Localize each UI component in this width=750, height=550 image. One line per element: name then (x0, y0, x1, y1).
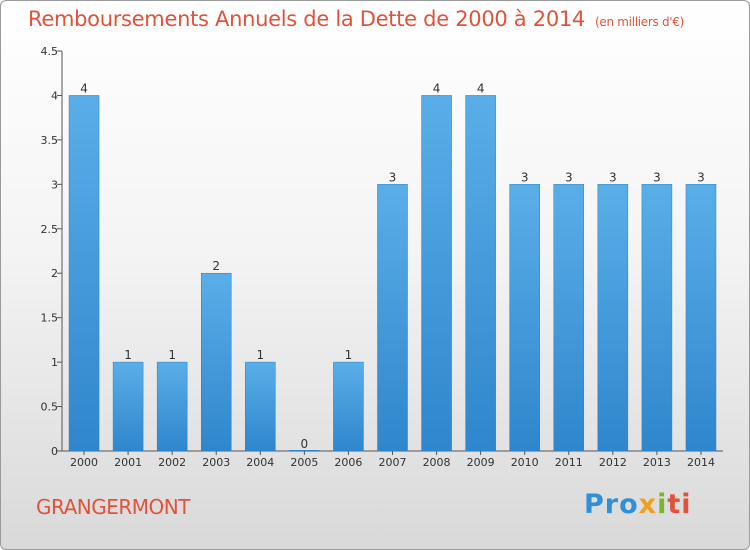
bar-2006 (333, 361, 364, 452)
x-tick-label: 2005 (290, 456, 318, 469)
data-label: 4 (477, 81, 485, 95)
bar-2013 (641, 184, 673, 452)
bar-2008 (421, 95, 452, 452)
chart-title: Remboursements Annuels de la Dette de 20… (28, 7, 684, 31)
y-tick-label: 2.5 (41, 223, 59, 236)
logo-part-1: Pro (584, 489, 639, 520)
bar-2012 (597, 184, 629, 452)
x-tick-label: 2014 (687, 456, 715, 469)
bar-2001 (112, 361, 144, 452)
x-tick-label: 2006 (334, 456, 362, 469)
bar-2004 (245, 361, 276, 452)
logo-part-2: x (638, 489, 658, 520)
data-label: 3 (389, 170, 397, 184)
x-tick-label: 2003 (202, 456, 230, 469)
bar-2002 (156, 361, 188, 452)
x-tick-label: 2001 (114, 456, 142, 469)
commune-name: GRANGERMONT (36, 495, 190, 519)
bar-2009 (465, 95, 496, 452)
x-tick-label: 2002 (158, 456, 186, 469)
y-tick-label: 1.5 (41, 312, 59, 325)
x-tick-label: 2012 (599, 456, 627, 469)
data-label: 4 (433, 81, 441, 95)
y-tick-label: 3 (51, 178, 58, 191)
x-tick-label: 2010 (511, 456, 539, 469)
data-label: 1 (345, 348, 353, 362)
x-tick-label: 2008 (423, 456, 451, 469)
axes: 0 0.5 1 1.5 2 2.5 3 3.5 4 4.5 2000 2001 2002 2003 2004… (41, 45, 723, 469)
bar-2005 (289, 450, 320, 451)
bar-2003 (200, 272, 232, 452)
data-label: 3 (653, 170, 661, 184)
bars: 4 1 1 2 1 0 1 3 4 4 3 3 3 3 3 (68, 81, 717, 452)
x-tick-label: 2004 (246, 456, 274, 469)
y-tick-label: 0 (51, 445, 58, 458)
x-tick-label: 2000 (70, 456, 98, 469)
y-tick-label: 1 (51, 356, 58, 369)
data-label: 1 (124, 348, 132, 362)
data-label: 2 (212, 259, 220, 273)
bar-2007 (377, 184, 408, 452)
x-tick-label: 2007 (379, 456, 407, 469)
bar-2010 (509, 184, 540, 452)
bar-2011 (553, 184, 585, 452)
x-tick-label: 2013 (643, 456, 671, 469)
data-label: 3 (565, 170, 573, 184)
data-label: 0 (301, 437, 309, 451)
y-tick-label: 4.5 (41, 45, 59, 58)
chart-title-text: Remboursements Annuels de la Dette de 20… (28, 7, 585, 31)
data-label: 1 (256, 348, 264, 362)
y-tick-label: 4 (51, 89, 58, 102)
x-tick-label: 2011 (555, 456, 583, 469)
data-label: 3 (521, 170, 529, 184)
proxiti-logo: Proxiti (584, 489, 692, 520)
bar-2000 (68, 95, 100, 452)
data-label: 3 (697, 170, 705, 184)
x-tick-label: 2009 (467, 456, 495, 469)
bar-2014 (685, 184, 717, 452)
y-tick-label: 2 (51, 267, 58, 280)
y-tick-label: 3.5 (41, 134, 59, 147)
data-label: 3 (609, 170, 617, 184)
chart-unit: (en milliers d'€) (595, 15, 685, 29)
y-tick-label: 0.5 (41, 401, 59, 414)
logo-part-3: i (657, 489, 668, 520)
logo-part-4: ti (667, 489, 692, 520)
data-label: 1 (168, 348, 176, 362)
data-label: 4 (80, 81, 88, 95)
